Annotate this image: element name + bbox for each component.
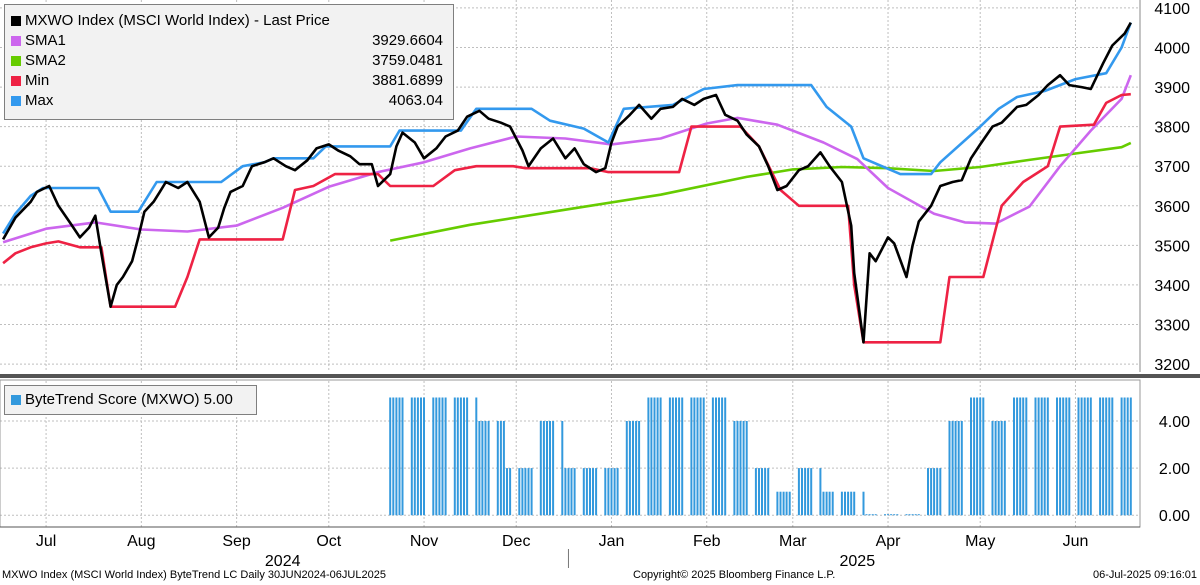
sma1-line: [2, 74, 1133, 244]
month-label: Feb: [693, 533, 721, 550]
legend-swatch-score: [11, 395, 21, 405]
legend-swatch-sma1: [11, 36, 21, 46]
score-bars: [389, 397, 1132, 516]
price-tick-label: 3600: [1154, 199, 1190, 216]
legend-value: 3759.0481: [372, 52, 443, 69]
month-label: Jun: [1063, 533, 1089, 550]
month-label: May: [965, 533, 995, 550]
footer-center: Copyright© 2025 Bloomberg Finance L.P.: [633, 569, 836, 581]
month-label: Nov: [410, 533, 438, 550]
score-tick-label: 4.00: [1159, 414, 1190, 431]
legend-label: ByteTrend Score (MXWO) 5.00: [25, 391, 233, 408]
legend-row-min: Min 3881.6899: [5, 71, 453, 91]
legend-row-score: ByteTrend Score (MXWO) 5.00: [5, 390, 256, 410]
legend-swatch-max: [11, 96, 21, 106]
legend-value: 3929.6604: [372, 32, 443, 49]
year-label: 2025: [840, 553, 876, 570]
footer-right: 06-Jul-2025 09:16:01: [1093, 569, 1197, 581]
price-legend: MXWO Index (MSCI World Index) - Last Pri…: [4, 4, 454, 120]
price-line: [1, 21, 1132, 344]
year-label: 2024: [265, 553, 301, 570]
time-axis: Jul Aug Sep Oct Nov Dec Jan Feb Mar Apr May Jun 2024…: [36, 533, 1089, 570]
month-label: Jul: [36, 533, 56, 550]
legend-value: 4063.04: [388, 92, 443, 109]
score-tick-label: 2.00: [1159, 461, 1190, 478]
legend-label: Min: [25, 72, 50, 89]
price-tick-label: 3300: [1154, 318, 1190, 335]
legend-swatch-price: [11, 16, 21, 26]
price-tick-label: 4000: [1154, 40, 1190, 57]
month-label: Aug: [127, 533, 155, 550]
price-lines: [1, 21, 1133, 344]
month-label: Oct: [316, 533, 341, 550]
price-tick-label: 3700: [1154, 159, 1190, 176]
price-tick-label: 4100: [1154, 1, 1190, 18]
legend-row-max: Max 4063.04: [5, 91, 453, 111]
legend-row-price: MXWO Index (MSCI World Index) - Last Pri…: [5, 11, 453, 31]
legend-label: SMA1: [25, 32, 66, 49]
legend-swatch-sma2: [11, 56, 21, 66]
month-label: Jan: [599, 533, 625, 550]
legend-row-sma1: SMA1 3929.6604: [5, 31, 453, 51]
score-legend: ByteTrend Score (MXWO) 5.00: [4, 385, 257, 415]
legend-label: SMA2: [25, 52, 66, 69]
score-axis-labels: 0.00 2.00 4.00: [1159, 414, 1190, 525]
price-tick-label: 3900: [1154, 80, 1190, 97]
price-axis-labels: 3200 3300 3400 3500 3600 3700 3800 3900 4000 4100: [1154, 1, 1190, 374]
month-label: Mar: [779, 533, 807, 550]
footer-left: MXWO Index (MSCI World Index) ByteTrend …: [2, 569, 386, 581]
legend-row-sma2: SMA2 3759.0481: [5, 51, 453, 71]
max-line: [1, 22, 1133, 235]
score-tick-label: 0.00: [1159, 508, 1190, 525]
month-label: Dec: [502, 533, 530, 550]
price-tick-label: 3400: [1154, 278, 1190, 295]
month-label: Apr: [876, 533, 902, 550]
legend-swatch-min: [11, 76, 21, 86]
price-tick-label: 3500: [1154, 238, 1190, 255]
legend-label: Max: [25, 92, 54, 109]
legend-label: MXWO Index (MSCI World Index) - Last Pri…: [25, 12, 330, 29]
legend-value: 3881.6899: [372, 72, 443, 89]
month-label: Sep: [222, 533, 251, 550]
price-tick-label: 3200: [1154, 357, 1190, 374]
price-tick-label: 3800: [1154, 120, 1190, 137]
